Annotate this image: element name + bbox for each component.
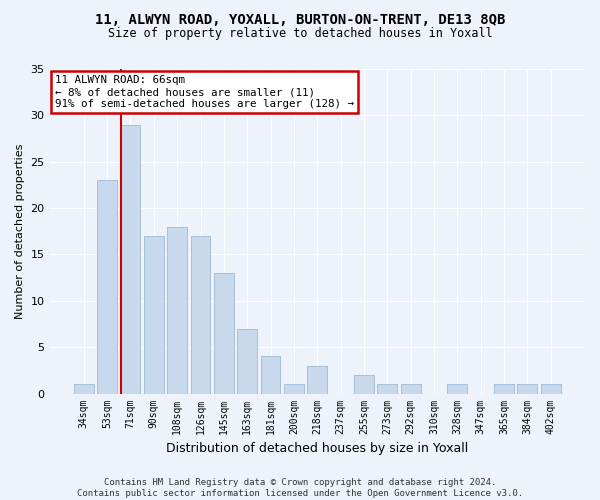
Bar bbox=[238, 328, 257, 394]
Bar bbox=[517, 384, 538, 394]
Bar bbox=[448, 384, 467, 394]
Bar bbox=[377, 384, 397, 394]
Bar bbox=[97, 180, 117, 394]
Text: 11 ALWYN ROAD: 66sqm
← 8% of detached houses are smaller (11)
91% of semi-detach: 11 ALWYN ROAD: 66sqm ← 8% of detached ho… bbox=[55, 76, 354, 108]
Y-axis label: Number of detached properties: Number of detached properties bbox=[15, 144, 25, 319]
Bar bbox=[307, 366, 327, 394]
Text: Contains HM Land Registry data © Crown copyright and database right 2024.
Contai: Contains HM Land Registry data © Crown c… bbox=[77, 478, 523, 498]
Bar bbox=[74, 384, 94, 394]
Bar bbox=[144, 236, 164, 394]
Text: 11, ALWYN ROAD, YOXALL, BURTON-ON-TRENT, DE13 8QB: 11, ALWYN ROAD, YOXALL, BURTON-ON-TRENT,… bbox=[95, 12, 505, 26]
Bar bbox=[494, 384, 514, 394]
Bar bbox=[284, 384, 304, 394]
Bar bbox=[401, 384, 421, 394]
Bar bbox=[354, 375, 374, 394]
Bar bbox=[214, 273, 234, 394]
Bar bbox=[541, 384, 560, 394]
Bar bbox=[191, 236, 211, 394]
Bar bbox=[167, 226, 187, 394]
Bar bbox=[260, 356, 280, 394]
X-axis label: Distribution of detached houses by size in Yoxall: Distribution of detached houses by size … bbox=[166, 442, 469, 455]
Bar bbox=[121, 124, 140, 394]
Text: Size of property relative to detached houses in Yoxall: Size of property relative to detached ho… bbox=[107, 28, 493, 40]
